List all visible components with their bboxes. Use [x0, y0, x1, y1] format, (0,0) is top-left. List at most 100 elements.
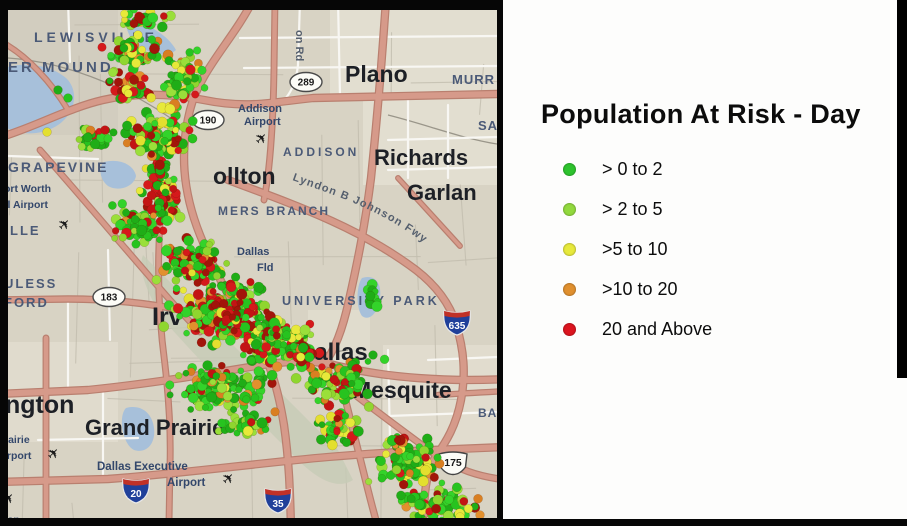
risk-dot — [251, 379, 262, 390]
risk-dot — [156, 236, 163, 244]
risk-dot — [162, 261, 171, 271]
risk-dot — [111, 227, 120, 235]
map-label: Addison — [238, 103, 282, 115]
map-label: BA — [478, 406, 497, 420]
minor-road — [287, 241, 292, 325]
risk-dot — [314, 397, 322, 405]
risk-dot — [130, 214, 140, 224]
risk-dot — [129, 74, 140, 85]
risk-dot — [395, 447, 403, 456]
risk-dot — [119, 43, 129, 53]
minor-road — [410, 81, 497, 84]
risk-dot — [217, 418, 227, 428]
risk-dot — [304, 352, 315, 363]
risk-dot — [166, 391, 174, 399]
risk-dot — [202, 246, 212, 256]
risk-dot — [438, 479, 446, 487]
map-label: LLE — [10, 223, 41, 238]
legend-item-label: >5 to 10 — [602, 238, 668, 259]
map-label: Dallas Executive — [97, 461, 188, 473]
risk-dot — [390, 452, 400, 463]
us-highway-shield-icon: 175 — [438, 451, 468, 476]
risk-dot — [406, 494, 416, 504]
risk-dot — [375, 455, 386, 467]
map-label: on Rd — [293, 30, 305, 61]
risk-dot — [236, 288, 248, 300]
risk-dot — [107, 51, 115, 60]
risk-dot — [187, 392, 199, 404]
risk-dot — [338, 388, 350, 400]
minor-road — [321, 134, 324, 266]
risk-dot — [137, 45, 147, 54]
risk-dot — [272, 361, 283, 372]
risk-dot — [272, 331, 281, 340]
map-label: ollton — [213, 163, 276, 189]
highway — [8, 43, 70, 112]
highway — [8, 444, 497, 485]
minor-road — [139, 73, 284, 76]
risk-dot — [108, 201, 117, 210]
risk-dot — [187, 405, 195, 413]
risk-dot — [246, 278, 255, 287]
risk-dot — [209, 288, 217, 295]
risk-dot — [161, 215, 173, 227]
risk-dot — [187, 116, 198, 126]
map-label: ER MOUND — [8, 59, 114, 76]
risk-dot — [270, 407, 280, 417]
svg-text:35: 35 — [272, 499, 284, 510]
legend-items: > 0 to 2 > 2 to 5 >5 to 10 >10 to 20 20 and … — [503, 149, 907, 349]
risk-dot — [442, 510, 454, 518]
risk-dot — [147, 131, 156, 140]
risk-dot — [329, 374, 339, 385]
map-label: Airport — [167, 477, 206, 489]
risk-dot — [202, 360, 213, 371]
map-label: MERS BRANCH — [218, 204, 330, 218]
risk-dot — [266, 369, 278, 381]
minor-road — [427, 257, 497, 264]
risk-dot — [160, 136, 169, 146]
risk-dot — [452, 482, 462, 493]
risk-dot — [391, 465, 402, 475]
risk-dot — [124, 89, 133, 98]
svg-text:289: 289 — [298, 78, 315, 89]
risk-dot — [261, 342, 272, 352]
risk-dot — [157, 209, 166, 217]
risk-dot — [368, 350, 378, 360]
risk-dot — [382, 450, 391, 459]
risk-dot — [108, 67, 118, 78]
risk-dot — [131, 239, 141, 249]
risk-dot — [185, 126, 194, 135]
legend-dot-icon — [563, 282, 576, 296]
risk-dot — [120, 10, 129, 18]
us-route-shield-icon: 183 — [92, 286, 126, 308]
risk-dot — [185, 48, 194, 57]
risk-dot — [180, 266, 190, 275]
risk-dot — [122, 120, 133, 131]
map-label: irport — [8, 450, 32, 462]
risk-dot — [455, 512, 465, 518]
risk-dot — [191, 90, 200, 99]
highway — [321, 10, 389, 367]
urban-patch — [330, 10, 497, 100]
risk-dot — [97, 42, 107, 52]
risk-dot — [318, 363, 326, 371]
risk-dot — [182, 369, 190, 377]
risk-dot — [363, 401, 375, 412]
risk-dot — [364, 358, 372, 365]
risk-dot — [210, 300, 220, 310]
map-label: tl Airport — [8, 199, 48, 211]
risk-dot — [106, 77, 114, 85]
risk-dot — [228, 421, 237, 430]
risk-dot — [242, 372, 253, 383]
risk-dot — [321, 371, 331, 381]
risk-dot — [235, 385, 243, 394]
risk-dot — [135, 135, 146, 147]
risk-dot — [146, 190, 157, 201]
highway — [396, 176, 462, 248]
map-label: Plano — [345, 61, 408, 87]
risk-dot — [379, 354, 390, 365]
risk-dot — [174, 146, 182, 155]
risk-dot — [212, 271, 221, 280]
risk-dot — [179, 286, 187, 294]
